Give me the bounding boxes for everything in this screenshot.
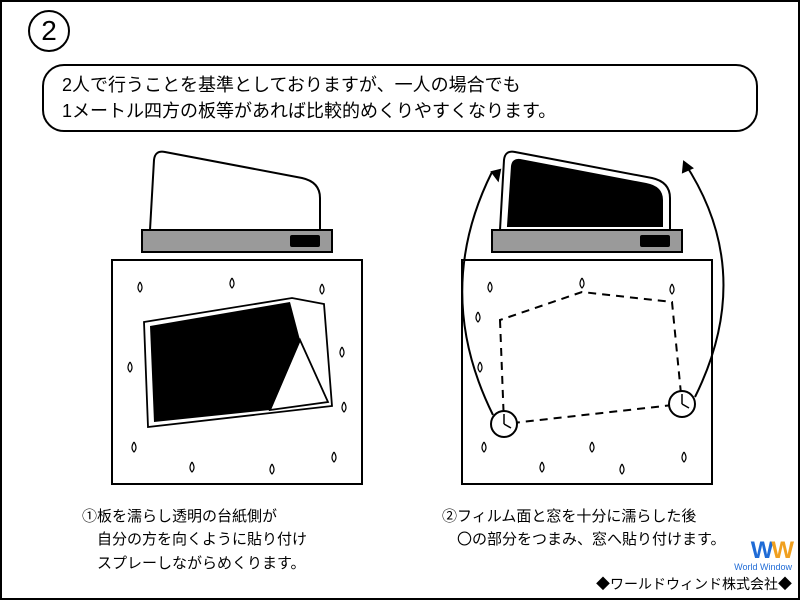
company-name: ◆ワールドウィンド株式会社◆ [596, 574, 792, 594]
tip-box: 2人で行うことを基準としておりますが、一人の場合でも 1メートル四方の板等があれ… [42, 64, 758, 132]
step-number-text: 2 [41, 15, 57, 47]
logo-subtext: World Window [596, 562, 792, 572]
right-panel: ②フィルム面と窓を十分に濡らした後 〇の部分をつまみ、窓へ貼り付けます。 [422, 142, 752, 552]
tip-line-2: 1メートル四方の板等があれば比較的めくりやすくなります。 [62, 98, 738, 124]
logo-w1: W [751, 537, 772, 564]
logo-w2: W [771, 537, 792, 564]
left-diagram [72, 142, 402, 497]
logo: WW [751, 537, 792, 565]
step-number-badge: 2 [28, 10, 70, 52]
left-panel: ①板を濡らし透明の台紙側が 自分の方を向くように貼り付け スプレーしながらめくり… [72, 142, 402, 575]
footer: WW World Window ◆ワールドウィンド株式会社◆ [596, 537, 792, 594]
left-caption: ①板を濡らし透明の台紙側が 自分の方を向くように貼り付け スプレーしながらめくり… [82, 505, 402, 575]
right-diagram [422, 142, 752, 497]
tip-line-1: 2人で行うことを基準としておりますが、一人の場合でも [62, 72, 738, 98]
